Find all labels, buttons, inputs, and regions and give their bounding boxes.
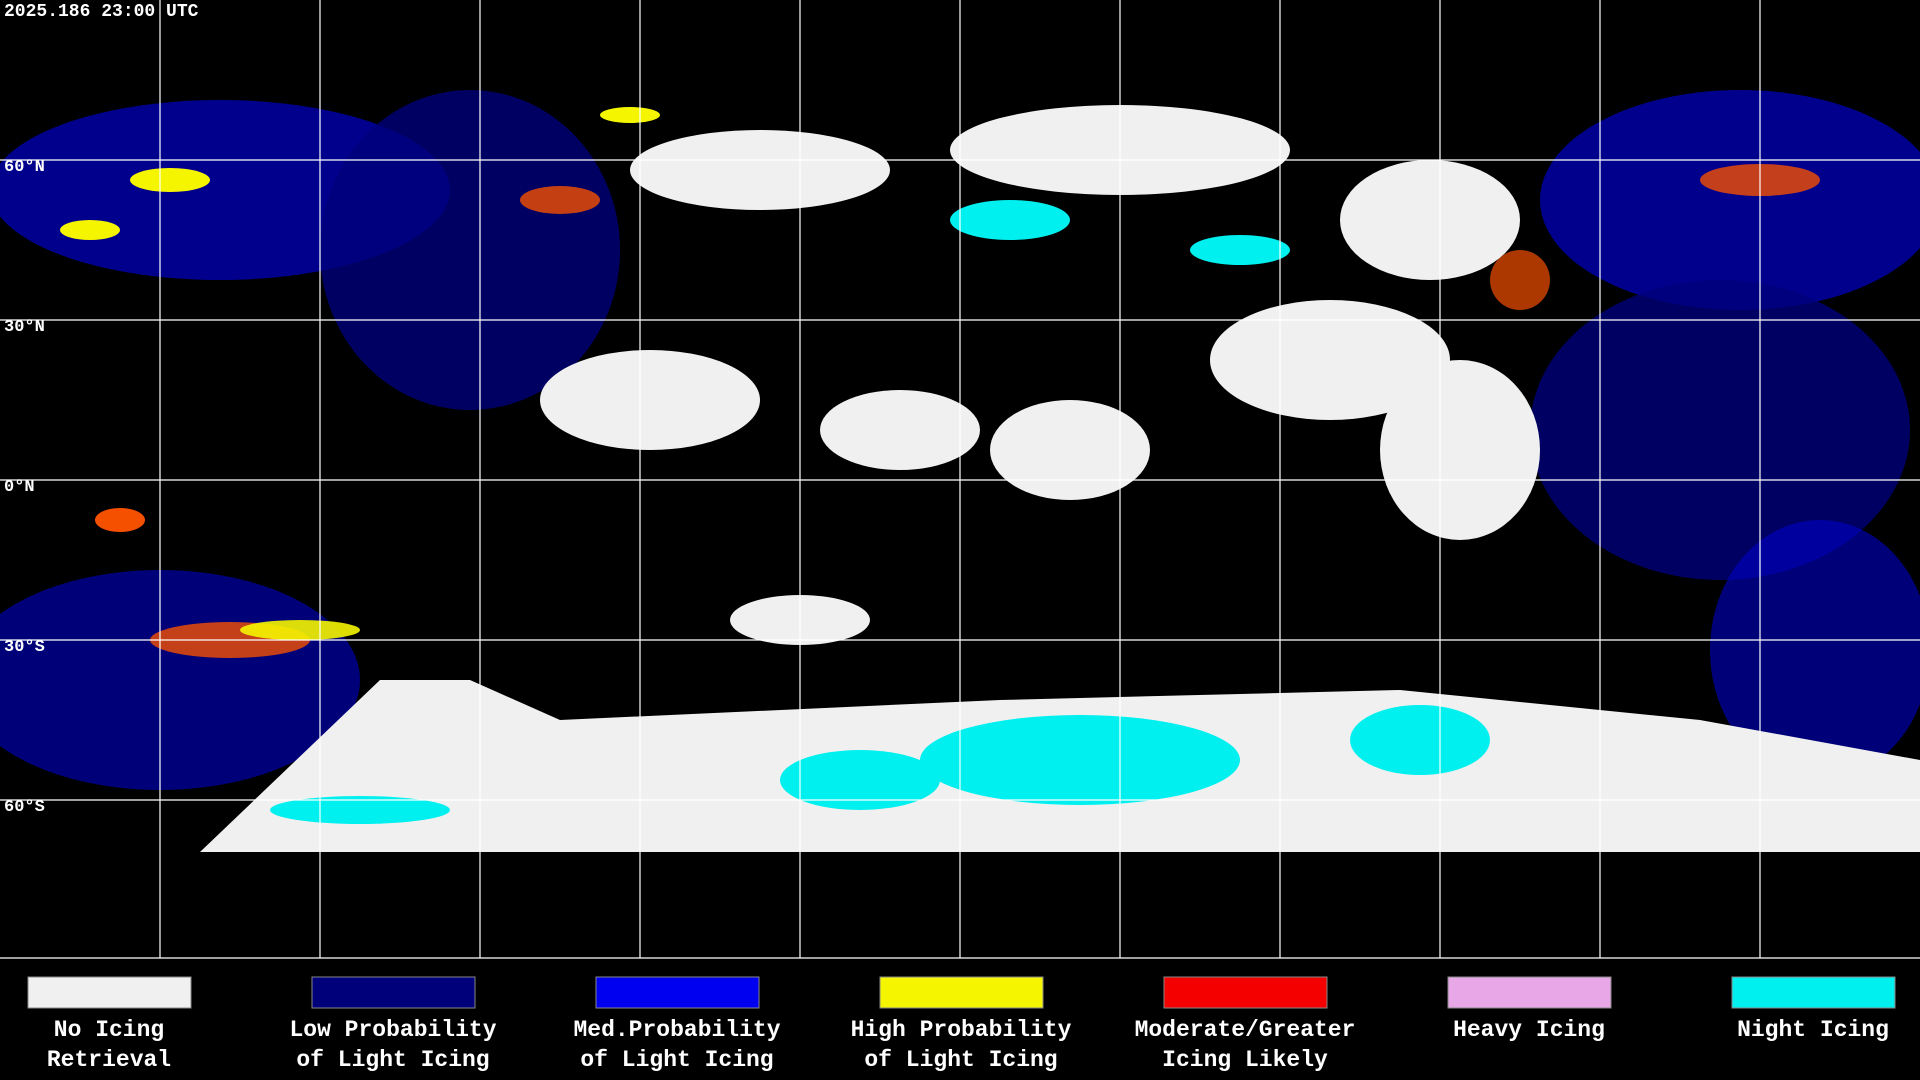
latitude-label: 60°S	[4, 798, 45, 817]
latitude-labels: 60°N 30°N 0°N 30°S 60°S	[4, 158, 45, 817]
icing-spot	[130, 168, 210, 192]
cloud-patch	[820, 390, 980, 470]
icing-spot	[95, 508, 145, 532]
night-icing	[920, 715, 1240, 805]
night-icing	[950, 200, 1070, 240]
icing-region	[1540, 90, 1920, 310]
cloud-patch	[1210, 300, 1450, 420]
icing-region	[1710, 520, 1920, 780]
icing-spot	[60, 220, 120, 240]
legend-label: Icing Likely	[1162, 1047, 1328, 1073]
legend-label: Low Probability	[289, 1017, 496, 1043]
legend-label: of Light Icing	[296, 1047, 489, 1073]
cloud-patch	[1380, 360, 1540, 540]
night-icing	[780, 750, 940, 810]
night-icing	[270, 796, 450, 824]
legend-swatch	[595, 976, 760, 1009]
latitude-label: 30°S	[4, 638, 45, 657]
legend-label: No Icing	[54, 1017, 164, 1043]
icing-region	[320, 90, 620, 410]
legend: No Icing Retrieval Low Probability of Light…	[27, 976, 1896, 1073]
cloud-patch	[990, 400, 1150, 500]
latitude-label: 30°N	[4, 318, 45, 337]
icing-region	[1530, 280, 1910, 580]
cloud-patch	[630, 130, 890, 210]
legend-label: of Light Icing	[580, 1047, 773, 1073]
legend-swatch	[1447, 976, 1612, 1009]
latitude-label: 60°N	[4, 158, 45, 177]
legend-label: High Probability	[851, 1017, 1072, 1043]
cloud-patch	[1340, 160, 1520, 280]
legend-swatch	[311, 976, 476, 1009]
legend-label: Moderate/Greater	[1135, 1017, 1356, 1043]
legend-swatch	[1731, 976, 1896, 1009]
legend-label: Med.Probability	[573, 1017, 780, 1043]
legend-label: Night Icing	[1737, 1017, 1889, 1043]
icing-spot	[520, 186, 600, 214]
icing-spot	[240, 620, 360, 640]
icing-spot	[1490, 250, 1550, 310]
graticule	[0, 0, 1920, 959]
night-icing	[1350, 705, 1490, 775]
legend-swatch	[1163, 976, 1328, 1009]
cloud-field	[0, 90, 1920, 852]
legend-label: Retrieval	[47, 1047, 171, 1073]
cloud-patch	[540, 350, 760, 450]
timestamp: 2025.186 23:00 UTC	[4, 2, 199, 22]
legend-label: Heavy Icing	[1453, 1017, 1605, 1043]
night-icing	[1190, 235, 1290, 265]
legend-label: of Light Icing	[864, 1047, 1057, 1073]
latitude-label: 0°N	[4, 478, 35, 497]
legend-swatch	[879, 976, 1044, 1009]
icing-spot	[600, 107, 660, 123]
legend-swatch	[27, 976, 192, 1009]
